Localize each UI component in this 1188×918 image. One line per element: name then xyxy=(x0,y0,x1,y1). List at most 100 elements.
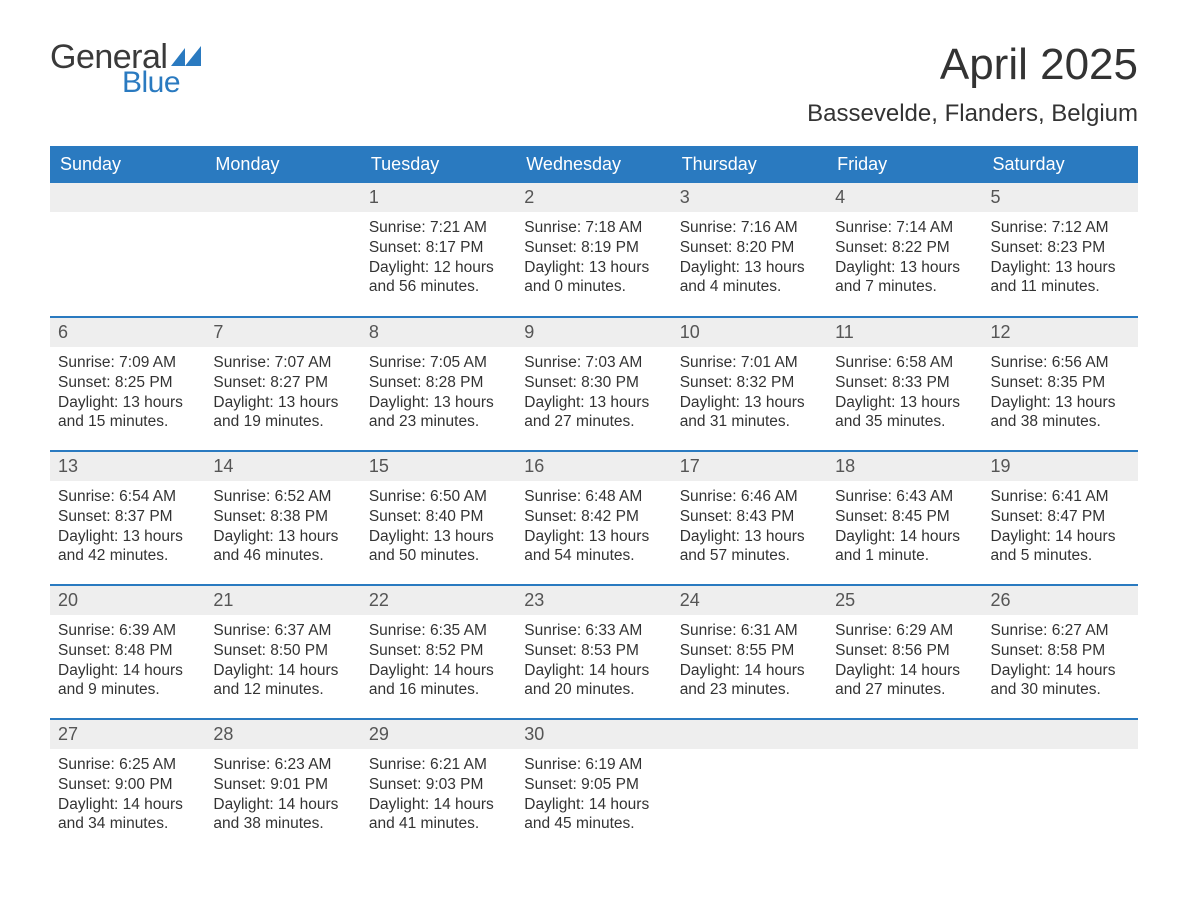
calendar-day-cell: 29Sunrise: 6:21 AMSunset: 9:03 PMDayligh… xyxy=(361,719,516,853)
day-number: 27 xyxy=(50,720,205,749)
day-number: 7 xyxy=(205,318,360,347)
calendar-day-cell: 2Sunrise: 7:18 AMSunset: 8:19 PMDaylight… xyxy=(516,183,671,317)
day-header: Monday xyxy=(205,146,360,183)
day-number: 19 xyxy=(983,452,1138,481)
calendar-day-cell: 12Sunrise: 6:56 AMSunset: 8:35 PMDayligh… xyxy=(983,317,1138,451)
day-number: 17 xyxy=(672,452,827,481)
calendar-day-cell xyxy=(205,183,360,317)
logo: General Blue xyxy=(50,40,205,98)
day-details: Sunrise: 6:27 AMSunset: 8:58 PMDaylight:… xyxy=(983,615,1138,708)
day-number: 6 xyxy=(50,318,205,347)
day-details: Sunrise: 7:18 AMSunset: 8:19 PMDaylight:… xyxy=(516,212,671,305)
day-details: Sunrise: 6:23 AMSunset: 9:01 PMDaylight:… xyxy=(205,749,360,842)
logo-text-blue: Blue xyxy=(122,68,205,98)
day-number: 30 xyxy=(516,720,671,749)
calendar-day-cell: 8Sunrise: 7:05 AMSunset: 8:28 PMDaylight… xyxy=(361,317,516,451)
day-number: 2 xyxy=(516,183,671,212)
day-number: 14 xyxy=(205,452,360,481)
calendar-week-row: 27Sunrise: 6:25 AMSunset: 9:00 PMDayligh… xyxy=(50,719,1138,853)
day-details: Sunrise: 6:58 AMSunset: 8:33 PMDaylight:… xyxy=(827,347,982,440)
day-details: Sunrise: 7:09 AMSunset: 8:25 PMDaylight:… xyxy=(50,347,205,440)
day-number: 15 xyxy=(361,452,516,481)
day-number: 25 xyxy=(827,586,982,615)
day-details: Sunrise: 6:29 AMSunset: 8:56 PMDaylight:… xyxy=(827,615,982,708)
day-details: Sunrise: 6:50 AMSunset: 8:40 PMDaylight:… xyxy=(361,481,516,574)
calendar-week-row: 13Sunrise: 6:54 AMSunset: 8:37 PMDayligh… xyxy=(50,451,1138,585)
day-header: Wednesday xyxy=(516,146,671,183)
calendar-day-cell: 13Sunrise: 6:54 AMSunset: 8:37 PMDayligh… xyxy=(50,451,205,585)
day-details: Sunrise: 7:16 AMSunset: 8:20 PMDaylight:… xyxy=(672,212,827,305)
day-details: Sunrise: 6:37 AMSunset: 8:50 PMDaylight:… xyxy=(205,615,360,708)
calendar-week-row: 6Sunrise: 7:09 AMSunset: 8:25 PMDaylight… xyxy=(50,317,1138,451)
day-number: 1 xyxy=(361,183,516,212)
calendar-day-cell: 30Sunrise: 6:19 AMSunset: 9:05 PMDayligh… xyxy=(516,719,671,853)
calendar-day-cell xyxy=(672,719,827,853)
calendar-body: 1Sunrise: 7:21 AMSunset: 8:17 PMDaylight… xyxy=(50,183,1138,853)
calendar-week-row: 20Sunrise: 6:39 AMSunset: 8:48 PMDayligh… xyxy=(50,585,1138,719)
day-number: 21 xyxy=(205,586,360,615)
calendar-day-cell: 16Sunrise: 6:48 AMSunset: 8:42 PMDayligh… xyxy=(516,451,671,585)
location-text: Bassevelde, Flanders, Belgium xyxy=(807,100,1138,128)
calendar-day-cell: 1Sunrise: 7:21 AMSunset: 8:17 PMDaylight… xyxy=(361,183,516,317)
calendar-day-cell: 18Sunrise: 6:43 AMSunset: 8:45 PMDayligh… xyxy=(827,451,982,585)
day-details: Sunrise: 6:33 AMSunset: 8:53 PMDaylight:… xyxy=(516,615,671,708)
day-details: Sunrise: 6:48 AMSunset: 8:42 PMDaylight:… xyxy=(516,481,671,574)
header-row: General Blue April 2025 Bassevelde, Flan… xyxy=(50,40,1138,128)
calendar-day-cell: 24Sunrise: 6:31 AMSunset: 8:55 PMDayligh… xyxy=(672,585,827,719)
month-title: April 2025 xyxy=(807,40,1138,90)
day-details: Sunrise: 6:31 AMSunset: 8:55 PMDaylight:… xyxy=(672,615,827,708)
day-number: 22 xyxy=(361,586,516,615)
calendar-day-cell: 4Sunrise: 7:14 AMSunset: 8:22 PMDaylight… xyxy=(827,183,982,317)
day-number: 9 xyxy=(516,318,671,347)
calendar-day-cell: 28Sunrise: 6:23 AMSunset: 9:01 PMDayligh… xyxy=(205,719,360,853)
calendar-day-cell: 19Sunrise: 6:41 AMSunset: 8:47 PMDayligh… xyxy=(983,451,1138,585)
calendar-day-cell: 21Sunrise: 6:37 AMSunset: 8:50 PMDayligh… xyxy=(205,585,360,719)
day-details: Sunrise: 6:35 AMSunset: 8:52 PMDaylight:… xyxy=(361,615,516,708)
day-number: 12 xyxy=(983,318,1138,347)
day-number xyxy=(50,183,205,212)
calendar-table: SundayMondayTuesdayWednesdayThursdayFrid… xyxy=(50,146,1138,853)
calendar-day-cell xyxy=(50,183,205,317)
day-number: 8 xyxy=(361,318,516,347)
day-details: Sunrise: 6:39 AMSunset: 8:48 PMDaylight:… xyxy=(50,615,205,708)
title-block: April 2025 Bassevelde, Flanders, Belgium xyxy=(807,40,1138,128)
day-details: Sunrise: 7:21 AMSunset: 8:17 PMDaylight:… xyxy=(361,212,516,305)
calendar-day-cell xyxy=(827,719,982,853)
day-number: 3 xyxy=(672,183,827,212)
day-details: Sunrise: 6:56 AMSunset: 8:35 PMDaylight:… xyxy=(983,347,1138,440)
day-details: Sunrise: 6:19 AMSunset: 9:05 PMDaylight:… xyxy=(516,749,671,842)
calendar-day-cell: 20Sunrise: 6:39 AMSunset: 8:48 PMDayligh… xyxy=(50,585,205,719)
day-details: Sunrise: 6:52 AMSunset: 8:38 PMDaylight:… xyxy=(205,481,360,574)
day-details: Sunrise: 7:14 AMSunset: 8:22 PMDaylight:… xyxy=(827,212,982,305)
calendar-day-cell: 26Sunrise: 6:27 AMSunset: 8:58 PMDayligh… xyxy=(983,585,1138,719)
day-header-row: SundayMondayTuesdayWednesdayThursdayFrid… xyxy=(50,146,1138,183)
day-number: 16 xyxy=(516,452,671,481)
day-details: Sunrise: 7:12 AMSunset: 8:23 PMDaylight:… xyxy=(983,212,1138,305)
day-number: 26 xyxy=(983,586,1138,615)
day-details: Sunrise: 7:07 AMSunset: 8:27 PMDaylight:… xyxy=(205,347,360,440)
day-details: Sunrise: 6:54 AMSunset: 8:37 PMDaylight:… xyxy=(50,481,205,574)
day-header: Sunday xyxy=(50,146,205,183)
calendar-day-cell: 5Sunrise: 7:12 AMSunset: 8:23 PMDaylight… xyxy=(983,183,1138,317)
day-number: 29 xyxy=(361,720,516,749)
day-number: 23 xyxy=(516,586,671,615)
day-details: Sunrise: 6:46 AMSunset: 8:43 PMDaylight:… xyxy=(672,481,827,574)
day-header: Saturday xyxy=(983,146,1138,183)
day-number xyxy=(983,720,1138,749)
day-number xyxy=(827,720,982,749)
day-details: Sunrise: 7:01 AMSunset: 8:32 PMDaylight:… xyxy=(672,347,827,440)
day-details: Sunrise: 7:05 AMSunset: 8:28 PMDaylight:… xyxy=(361,347,516,440)
day-number: 24 xyxy=(672,586,827,615)
day-details: Sunrise: 6:43 AMSunset: 8:45 PMDaylight:… xyxy=(827,481,982,574)
calendar-day-cell: 10Sunrise: 7:01 AMSunset: 8:32 PMDayligh… xyxy=(672,317,827,451)
day-number: 4 xyxy=(827,183,982,212)
day-number: 5 xyxy=(983,183,1138,212)
calendar-day-cell: 11Sunrise: 6:58 AMSunset: 8:33 PMDayligh… xyxy=(827,317,982,451)
calendar-day-cell: 15Sunrise: 6:50 AMSunset: 8:40 PMDayligh… xyxy=(361,451,516,585)
day-header: Tuesday xyxy=(361,146,516,183)
calendar-day-cell: 3Sunrise: 7:16 AMSunset: 8:20 PMDaylight… xyxy=(672,183,827,317)
calendar-day-cell: 27Sunrise: 6:25 AMSunset: 9:00 PMDayligh… xyxy=(50,719,205,853)
day-number: 10 xyxy=(672,318,827,347)
calendar-day-cell: 9Sunrise: 7:03 AMSunset: 8:30 PMDaylight… xyxy=(516,317,671,451)
day-number xyxy=(205,183,360,212)
